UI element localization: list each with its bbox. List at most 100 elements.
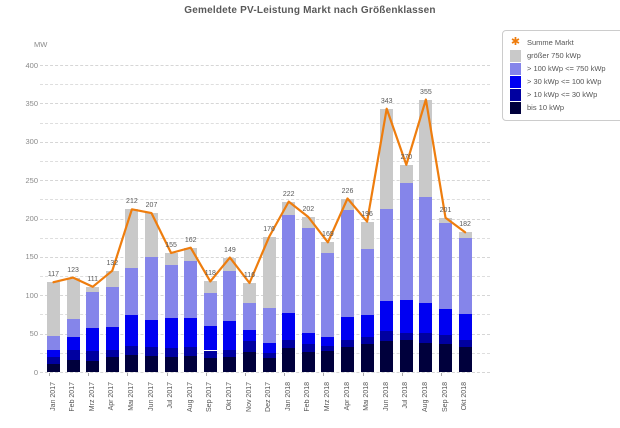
bar-segment xyxy=(341,339,354,348)
bar-segment xyxy=(301,352,315,372)
bar-segment xyxy=(145,346,158,356)
x-axis-label: Jan 2018 xyxy=(284,382,292,411)
axis-tick xyxy=(166,373,168,376)
axis-tick xyxy=(88,373,90,376)
bar-segment xyxy=(458,339,472,348)
bar-segment xyxy=(380,301,394,331)
bar-total-label: 176 xyxy=(263,225,275,233)
y-axis-label: 50 xyxy=(29,329,38,339)
bar-segment xyxy=(223,271,237,322)
bar-segment xyxy=(439,343,452,372)
bar-segment xyxy=(145,355,158,372)
bar-total-label: 343 xyxy=(380,97,393,105)
x-axis-label: Jul 2017 xyxy=(167,382,175,409)
bar-segment xyxy=(380,330,394,342)
bar-segment xyxy=(282,215,296,313)
gridline xyxy=(40,372,490,373)
bar-segment xyxy=(360,249,374,316)
bar-segment xyxy=(66,359,80,372)
bar-segment xyxy=(184,346,198,356)
bar-segment xyxy=(458,313,472,340)
bar-segment xyxy=(282,312,296,340)
y-axis-label: 350 xyxy=(25,98,38,108)
bar-segment xyxy=(262,342,276,353)
bar-total-label: 270 xyxy=(400,153,413,161)
bar-segment xyxy=(125,315,139,346)
bar-segment xyxy=(439,335,452,344)
gridline xyxy=(40,84,490,86)
bar-segment xyxy=(47,363,60,372)
x-axis-label: Mai 2018 xyxy=(363,382,371,411)
bar-total-label: 202 xyxy=(302,205,315,213)
bar-segment xyxy=(47,357,60,364)
axis-tick xyxy=(49,373,50,376)
bar-segment xyxy=(262,308,276,343)
bar-segment xyxy=(125,267,139,316)
axis-tick xyxy=(205,373,207,376)
bar-segment xyxy=(203,325,217,351)
bar-segment xyxy=(86,350,100,362)
x-axis-label: Okt 2017 xyxy=(225,382,233,411)
legend-item: > 30 kWp <= 100 kWp xyxy=(510,75,620,88)
bar-segment xyxy=(439,217,452,224)
bar-total-label: 222 xyxy=(282,190,295,198)
bar-segment xyxy=(458,347,472,372)
bar-segment xyxy=(282,339,296,349)
axis-tick xyxy=(362,373,364,376)
bar-segment xyxy=(86,286,100,293)
y-axis-label: 150 xyxy=(25,252,38,262)
bar-segment xyxy=(47,335,60,350)
bar-segment xyxy=(66,349,80,360)
bar-segment xyxy=(243,329,256,342)
legend-label: > 10 kWp <= 30 kWp xyxy=(527,90,598,99)
y-axis-label: 300 xyxy=(25,137,38,147)
bar-total-label: 155 xyxy=(165,242,177,250)
bar-segment xyxy=(301,228,315,333)
x-axis-label: Aug 2018 xyxy=(421,382,429,412)
bar-total-label: 118 xyxy=(204,270,216,278)
x-axis-label: Sep 2017 xyxy=(206,382,214,412)
bar-segment xyxy=(223,357,237,372)
bar-total-label: 149 xyxy=(224,246,236,254)
bar-segment xyxy=(321,351,335,372)
bar-segment xyxy=(301,343,315,353)
bar-segment xyxy=(419,332,433,343)
bar-segment xyxy=(105,349,119,358)
legend-label: > 100 kWp <= 750 kWp xyxy=(527,64,606,73)
bar-segment xyxy=(145,256,158,320)
bar-total-label: 201 xyxy=(439,206,452,214)
x-axis-label: Jun 2018 xyxy=(382,382,390,411)
bar-total-label: 162 xyxy=(184,236,197,244)
bar-segment xyxy=(243,282,256,303)
bar-segment xyxy=(203,292,217,326)
bar-segment xyxy=(341,347,354,372)
bar-segment xyxy=(184,261,198,319)
x-axis-label: Apr 2018 xyxy=(343,382,351,411)
x-axis-label: Mrz 2017 xyxy=(88,382,96,412)
bar-segment xyxy=(184,355,198,372)
bar-segment xyxy=(164,265,178,318)
summe-markt-star-icon: ✱ xyxy=(510,36,521,48)
bar-segment xyxy=(105,270,119,287)
bar-total-label: 182 xyxy=(459,221,471,229)
bar-segment xyxy=(360,221,374,250)
x-axis-label: Jan 2017 xyxy=(49,382,57,411)
bar-segment xyxy=(321,337,335,346)
bar-segment xyxy=(341,210,354,317)
bar-segment xyxy=(458,232,472,239)
y-axis-label: 250 xyxy=(25,175,38,185)
chart-title: Gemeldete PV-Leistung Markt nach Größenk… xyxy=(184,5,436,16)
bar-segment xyxy=(86,292,100,329)
bar-segment xyxy=(262,358,276,372)
bar-segment xyxy=(282,348,296,372)
x-axis-label: Mai 2017 xyxy=(127,382,135,411)
bar-segment xyxy=(164,356,178,372)
bar-segment xyxy=(380,108,394,210)
bar-segment xyxy=(321,242,335,254)
y-axis-label: 400 xyxy=(25,60,38,70)
legend-swatch xyxy=(510,88,521,101)
x-axis-label: Mrz 2018 xyxy=(323,382,331,412)
bar-segment xyxy=(262,352,276,359)
bar-total-label: 169 xyxy=(322,231,334,239)
